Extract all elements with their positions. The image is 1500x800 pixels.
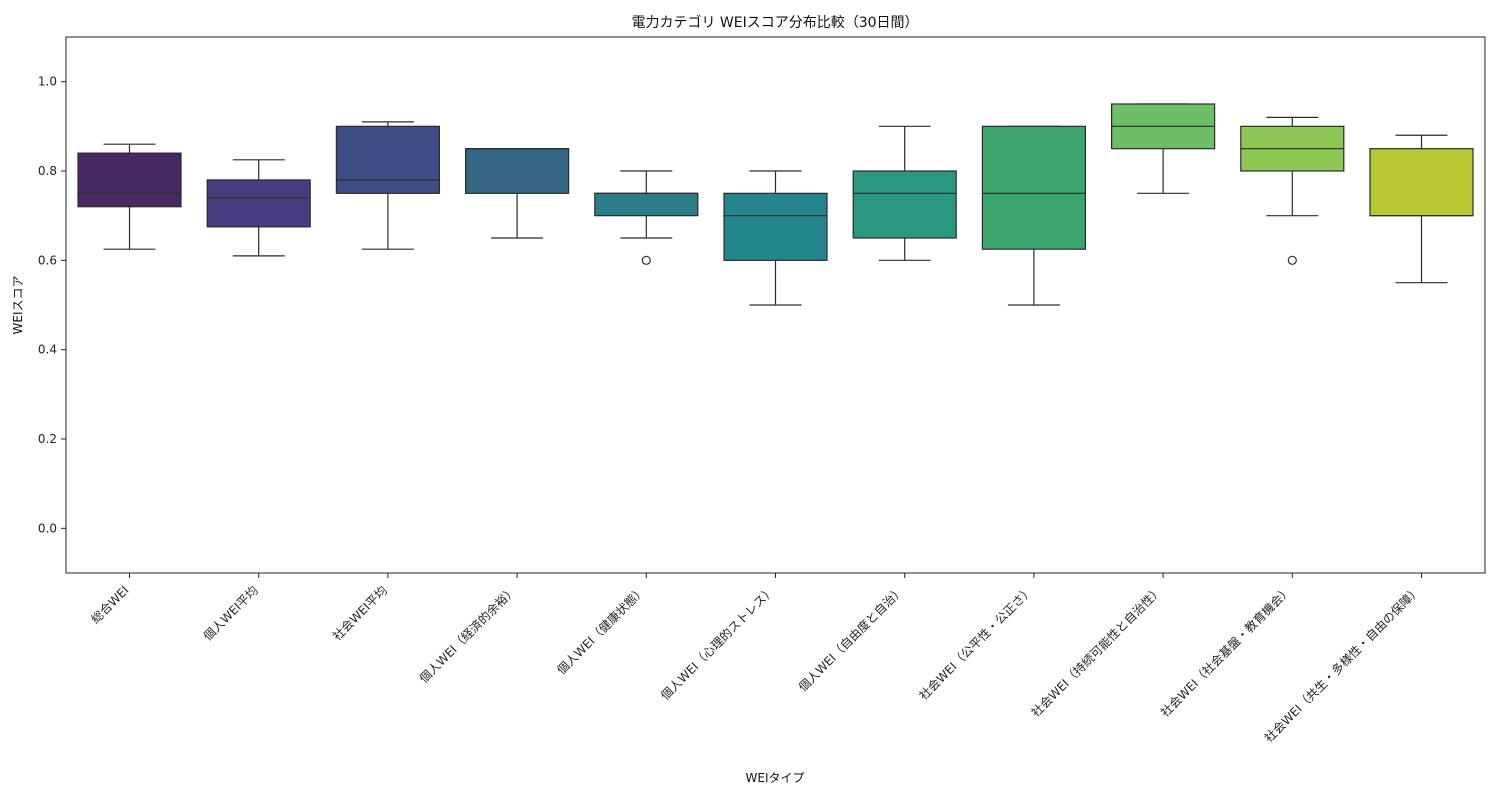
box-body bbox=[723, 192, 828, 261]
box-body bbox=[594, 192, 699, 217]
x-tick-label: 個人WEI（健康状態） bbox=[554, 583, 649, 678]
x-tick-label: 個人WEI（心理的ストレス） bbox=[657, 583, 777, 703]
outlier-point bbox=[641, 255, 651, 265]
y-tick-label: 1.0 bbox=[38, 75, 57, 89]
box-body bbox=[852, 170, 957, 239]
box-11 bbox=[1369, 134, 1474, 284]
y-tick-label: 0.0 bbox=[38, 521, 57, 535]
chart-title: 電力カテゴリ WEIスコア分布比較（30日間） bbox=[631, 14, 918, 31]
x-tick-label: 社会WEI（共生・多様性・自由の保障） bbox=[1261, 583, 1424, 746]
box-2 bbox=[206, 159, 311, 257]
x-tick-label: 社会WEI（持続可能性と自治性） bbox=[1028, 583, 1165, 720]
x-tick-label: 社会WEI平均 bbox=[329, 583, 390, 644]
box-7 bbox=[852, 125, 957, 261]
box-body bbox=[981, 125, 1087, 250]
y-tick-label: 0.6 bbox=[38, 253, 57, 267]
x-axis-label: WEIタイプ bbox=[746, 771, 805, 785]
box-5 bbox=[594, 170, 699, 265]
box-1 bbox=[77, 143, 182, 250]
x-tick-label: 社会WEI（社会基盤・教育機会） bbox=[1157, 583, 1294, 720]
box-body bbox=[1369, 148, 1474, 217]
x-tick-label: 個人WEI平均 bbox=[201, 583, 261, 643]
x-tick-label: 社会WEI（公平性・公正さ） bbox=[916, 583, 1036, 703]
outlier-point bbox=[1287, 255, 1297, 265]
box-8 bbox=[981, 125, 1087, 306]
box-body bbox=[465, 148, 570, 194]
y-tick-label: 0.4 bbox=[38, 343, 57, 357]
box-9 bbox=[1110, 103, 1216, 194]
box-3 bbox=[335, 121, 440, 250]
y-tick-label: 0.2 bbox=[38, 432, 57, 446]
plot-area bbox=[77, 103, 1474, 306]
box-6 bbox=[723, 170, 828, 306]
box-4 bbox=[465, 148, 570, 239]
y-axis-label: WEIスコア bbox=[11, 276, 25, 335]
box-10 bbox=[1240, 116, 1345, 265]
y-tick-label: 0.8 bbox=[38, 164, 57, 178]
box-body bbox=[335, 125, 440, 194]
x-tick-label: 個人WEI（経済的余裕） bbox=[416, 583, 519, 686]
box-body bbox=[206, 179, 311, 228]
x-tick-label: 総合WEI bbox=[88, 583, 132, 627]
box-body bbox=[77, 152, 182, 208]
x-tick-label: 個人WEI（自由度と自治） bbox=[795, 583, 907, 695]
